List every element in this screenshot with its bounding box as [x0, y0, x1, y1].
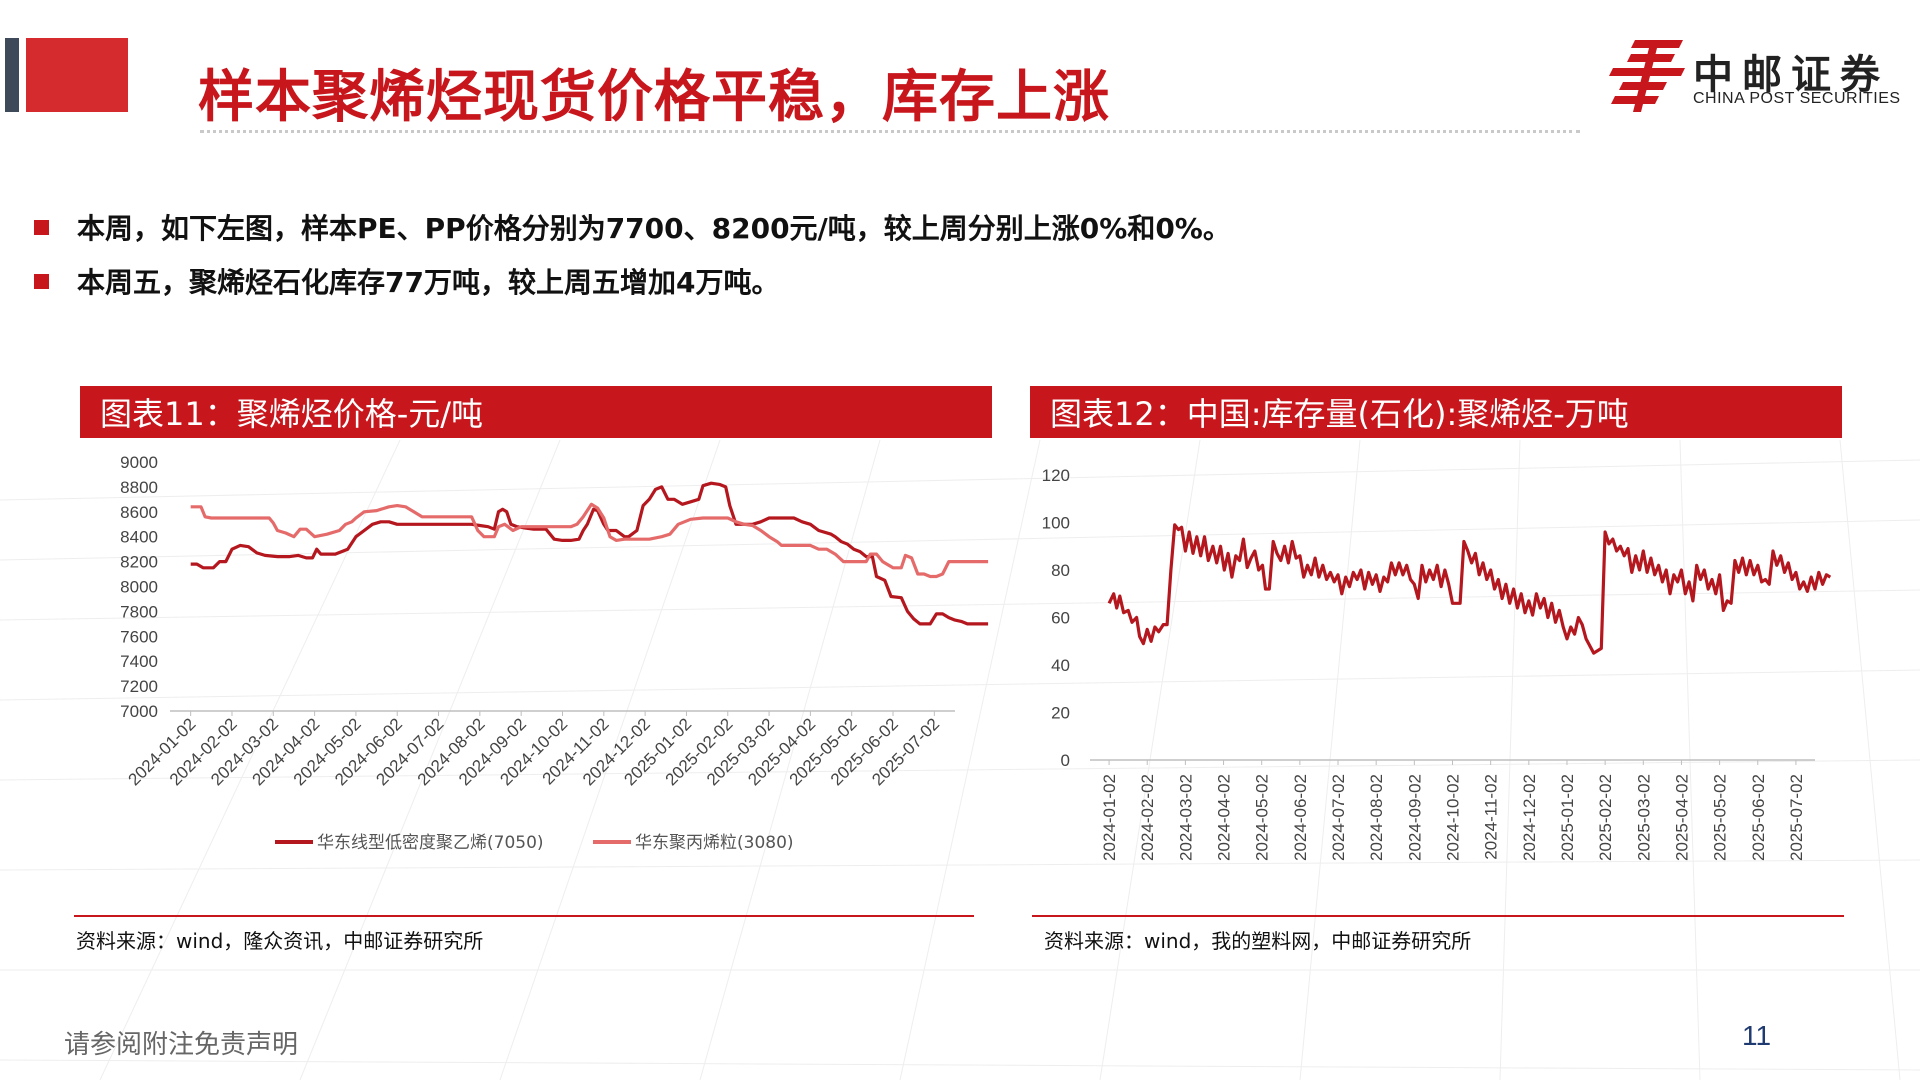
x-tick-label: 2025-07-02	[1787, 774, 1806, 861]
x-tick-label: 2024-12-02	[1520, 774, 1539, 861]
page-number: 11	[1742, 1020, 1772, 1051]
right-chart-heading: 图表12：中国:库存量(石化):聚烯烃-万吨	[1030, 386, 1842, 438]
china-post-logo-icon	[1609, 40, 1685, 112]
series-line-1	[190, 481, 989, 626]
y-tick-label: 8800	[120, 478, 158, 497]
bullet-text: 本周五，聚烯烃石化库存77万吨，较上周五增加4万吨。	[77, 266, 780, 299]
logo-text-cn: 中邮证券	[1693, 52, 1889, 98]
corner-accent-red	[26, 38, 128, 112]
bullet-marker	[34, 219, 49, 235]
x-tick-label: 2024-07-02	[1329, 774, 1348, 861]
x-tick-label: 2024-09-02	[1405, 774, 1424, 861]
y-tick-label: 7400	[120, 652, 158, 671]
bullet-marker	[34, 273, 49, 289]
y-tick-label: 8000	[120, 578, 158, 597]
title-divider	[200, 130, 1580, 133]
y-tick-label: 7600	[120, 627, 158, 646]
y-tick-label: 80	[1051, 561, 1070, 580]
bullet-item: 本周五，聚烯烃石化库存77万吨，较上周五增加4万吨。	[32, 254, 1231, 308]
y-tick-label: 120	[1042, 466, 1070, 485]
right-inventory-chart: 120 100 80 60 40 20 0 2024-01-02 2024-02-02 2024-…	[1042, 466, 1832, 861]
company-logo: 中邮证券 CHINA POST SECURITIES	[1605, 38, 1905, 118]
bullet-list: 本周，如下左图，样本PE、PP价格分别为7700、8200元/吨，较上周分别上涨…	[32, 200, 1231, 308]
x-tick-label: 2024-08-02	[1367, 774, 1386, 861]
x-tick-label: 2025-05-02	[1711, 774, 1730, 861]
x-tick-label: 2025-03-02	[1634, 774, 1653, 861]
corner-accent-gray	[5, 38, 19, 112]
y-tick-label: 60	[1051, 609, 1070, 628]
bullet-item: 本周，如下左图，样本PE、PP价格分别为7700、8200元/吨，较上周分别上涨…	[32, 200, 1231, 254]
y-tick-label: 7200	[120, 677, 158, 696]
legend-label: 华东线型低密度聚乙烯(7050)	[317, 833, 544, 853]
y-tick-label: 9000	[120, 453, 158, 472]
x-tick-label: 2025-01-02	[1558, 774, 1577, 861]
y-tick-label: 20	[1051, 704, 1070, 723]
series-line-2	[190, 502, 989, 579]
x-tick-label: 2025-02-02	[1596, 774, 1615, 861]
x-tick-label: 2024-04-02	[1215, 774, 1234, 861]
left-chart-heading: 图表11：聚烯烃价格-元/吨	[80, 386, 992, 438]
y-tick-label: 8600	[120, 503, 158, 522]
x-tick-label: 2024-03-02	[1176, 774, 1195, 861]
y-tick-label: 8400	[120, 528, 158, 547]
y-tick-label: 0	[1061, 751, 1070, 770]
x-tick-label: 2024-10-02	[1444, 774, 1463, 861]
x-tick-label: 2025-04-02	[1672, 774, 1691, 861]
right-source-divider	[1032, 915, 1844, 917]
page-title: 样本聚烯烃现货价格平稳，库存上涨	[198, 65, 1110, 130]
y-tick-label: 7000	[120, 702, 158, 721]
series-line-1	[1107, 523, 1832, 655]
disclaimer-note: 请参阅附注免责声明	[64, 1030, 299, 1060]
x-tick-label: 2024-11-02	[1482, 774, 1501, 860]
x-tick-label: 2024-06-02	[1291, 774, 1310, 861]
left-source-divider	[74, 915, 974, 917]
y-tick-label: 100	[1042, 514, 1070, 533]
x-tick-label: 2024-05-02	[1253, 774, 1272, 861]
y-tick-label: 40	[1051, 656, 1070, 675]
y-tick-label: 7800	[120, 602, 158, 621]
logo-text-en: CHINA POST SECURITIES	[1693, 90, 1901, 107]
x-tick-label: 2024-01-02	[1100, 774, 1119, 861]
x-tick-label: 2024-02-02	[1138, 774, 1157, 861]
left-price-chart: 9000 8800 8600 8400 8200 8000 7800 7600 7400 7200…	[120, 453, 989, 853]
bullet-text: 本周，如下左图，样本PE、PP价格分别为7700、8200元/吨，较上周分别上涨…	[77, 212, 1231, 245]
right-source-note: 资料来源：wind，我的塑料网，中邮证券研究所	[1044, 929, 1472, 953]
x-tick-label: 2025-06-02	[1749, 774, 1768, 861]
left-source-note: 资料来源：wind，隆众资讯，中邮证券研究所	[76, 929, 484, 953]
y-tick-label: 8200	[120, 553, 158, 572]
legend-label: 华东聚丙烯粒(3080)	[635, 833, 794, 853]
